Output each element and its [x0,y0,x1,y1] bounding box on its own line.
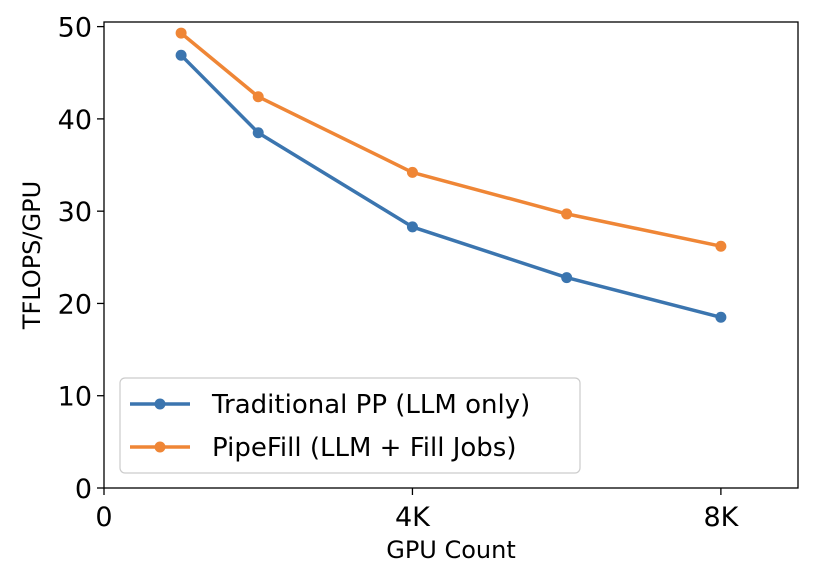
series-layer [175,27,727,323]
legend-swatch-marker [154,441,166,453]
data-point [252,127,264,139]
legend-swatch-marker [154,398,166,410]
data-point [715,311,727,323]
x-tick-label: 4K [395,502,431,533]
legend-item: PipeFill (LLM + Fill Jobs) [130,433,516,463]
plot-frame [103,21,799,489]
data-point [561,272,573,284]
x-axis: 0 4K 8K [95,488,740,533]
y-tick-label: 20 [58,289,92,320]
y-axis: 0 10 20 30 40 50 [58,13,104,505]
data-point [175,27,187,39]
data-point [406,166,418,178]
legend-label: PipeFill (LLM + Fill Jobs) [212,433,516,463]
series-0 [175,49,727,323]
data-point [406,221,418,233]
y-tick-label: 0 [75,474,92,505]
y-tick-label: 30 [58,197,92,228]
data-point [252,91,264,103]
series-line [179,31,723,248]
plot-area [103,21,799,489]
series-1 [175,27,727,252]
legend-box [119,377,581,474]
data-point [561,208,573,220]
data-point [715,240,727,252]
data-point [175,49,187,61]
y-axis-label: TFLOPS/GPU [18,181,46,330]
legend-item: Traditional PP (LLM only) [130,390,530,420]
x-axis-label: GPU Count [386,536,516,564]
x-tick-label: 0 [95,502,112,533]
x-tick-label: 8K [703,502,739,533]
legend: Traditional PP (LLM only) PipeFill (LLM +… [119,377,581,474]
y-tick-label: 50 [58,13,92,44]
y-tick-label: 10 [58,382,92,413]
y-tick-label: 40 [58,105,92,136]
legend-label: Traditional PP (LLM only) [211,390,530,420]
